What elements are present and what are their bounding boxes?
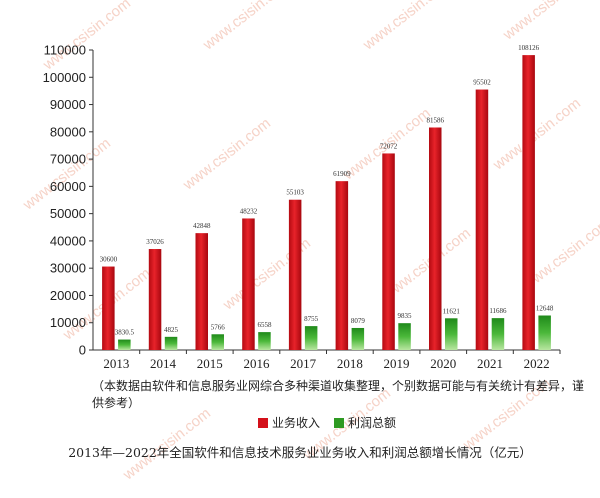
legend-swatch-profit <box>334 417 345 428</box>
chart-title: 2013年—2022年全国软件和信息技术服务业业务收入和利润总额增长情况（亿元） <box>68 445 532 460</box>
bar-income <box>148 249 162 350</box>
legend-item-profit: 利润总额 <box>334 414 396 431</box>
bar-profit <box>258 332 271 350</box>
y-tick-label: 10000 <box>50 315 86 330</box>
data-label-profit: 8079 <box>351 317 366 325</box>
data-label-income: 55103 <box>286 189 304 197</box>
bar-profit <box>398 323 411 350</box>
bar-profit <box>538 315 551 350</box>
bar-chart: 0 10000 20000 30000 40000 50000 60000 70000 8000… <box>43 43 561 371</box>
data-label-income: 108126 <box>518 44 540 52</box>
bar-income <box>429 127 442 350</box>
data-label-income: 95502 <box>473 79 491 87</box>
x-tick-label: 2016 <box>243 356 270 371</box>
y-tick-label: 40000 <box>50 233 86 248</box>
data-label-profit: 6558 <box>257 321 272 329</box>
data-label-profit: 12648 <box>536 305 554 313</box>
axes: 0 10000 20000 30000 40000 50000 60000 70000 8000… <box>43 43 561 371</box>
bar-income <box>195 233 208 350</box>
y-tick-label: 70000 <box>50 152 86 167</box>
legend-label-income: 业务收入 <box>272 416 321 430</box>
data-label-profit: 3830.5 <box>115 329 135 337</box>
data-label-profit: 11621 <box>443 307 461 315</box>
data-note: （本数据由软件和信息服务业网综合多种渠道收集整理，个别数据可能与有关统计有差异，… <box>92 379 585 410</box>
y-tick-label: 20000 <box>50 288 86 303</box>
data-label-profit: 9835 <box>398 312 413 320</box>
bar-income <box>288 199 302 350</box>
data-label-income: 61909 <box>333 170 351 178</box>
bar-income <box>522 55 535 351</box>
bar-profit <box>491 318 505 350</box>
data-label-income: 37026 <box>146 238 164 246</box>
x-tick-label: 2018 <box>337 356 363 371</box>
bar-profit <box>118 339 131 350</box>
data-label-income: 30600 <box>100 256 118 264</box>
bar-profit <box>351 327 365 350</box>
bar-profit <box>211 334 224 350</box>
x-tick-label: 2014 <box>150 356 177 371</box>
bar-profit <box>304 326 318 350</box>
y-tick-label: 80000 <box>50 124 86 139</box>
y-tick-label: 100000 <box>43 70 86 85</box>
y-tick-label: 60000 <box>50 179 86 194</box>
x-tick-label: 2017 <box>290 356 317 371</box>
bar-profit <box>164 336 178 350</box>
y-tick-label: 90000 <box>50 97 86 112</box>
bar-income <box>475 89 489 350</box>
data-label-income: 48232 <box>240 207 258 215</box>
x-tick-label: 2019 <box>384 356 410 371</box>
bar-income <box>242 218 255 350</box>
bar-income <box>382 153 395 350</box>
x-tick-label: 2015 <box>197 356 223 371</box>
data-label-profit: 5766 <box>211 323 226 331</box>
data-labels: 30600 3830.5 37026 4825 42848 5766 48232 6558 55… <box>100 44 554 336</box>
legend-item-income: 业务收入 <box>258 414 320 431</box>
data-label-profit: 8755 <box>304 315 319 323</box>
x-tick-label: 2013 <box>103 356 129 371</box>
legend-swatch-income <box>258 417 268 428</box>
legend-label-profit: 利润总额 <box>348 416 397 430</box>
bars <box>102 55 551 351</box>
data-label-income: 72072 <box>380 142 398 150</box>
y-tick-label: 110000 <box>44 43 86 58</box>
data-label-profit: 4825 <box>164 326 179 334</box>
bar-income <box>335 181 349 350</box>
x-tick-label: 2022 <box>524 356 550 371</box>
y-tick-label: 50000 <box>50 206 86 221</box>
bar-profit <box>445 318 458 350</box>
bar-income <box>102 266 115 350</box>
y-tick-label: 30000 <box>50 261 86 276</box>
x-tick-label: 2020 <box>430 356 456 371</box>
data-label-income: 81586 <box>427 116 445 124</box>
y-tick-label: 0 <box>79 343 86 358</box>
data-label-income: 42848 <box>193 222 211 230</box>
data-label-profit: 11686 <box>489 307 507 315</box>
legend: 业务收入 利润总额 <box>258 414 410 431</box>
x-tick-label: 2021 <box>477 356 503 371</box>
